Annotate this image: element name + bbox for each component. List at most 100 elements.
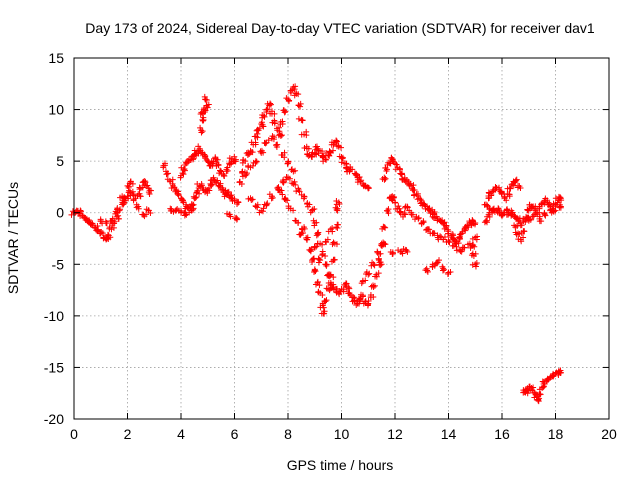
data-point	[190, 206, 197, 213]
data-point	[184, 204, 191, 211]
data-point	[291, 178, 298, 185]
data-point	[194, 181, 201, 188]
data-point	[307, 209, 314, 216]
data-point	[260, 123, 267, 130]
data-point	[434, 232, 441, 239]
data-point	[238, 180, 245, 187]
data-point	[182, 161, 189, 168]
data-point	[555, 368, 562, 375]
data-point	[259, 111, 266, 118]
x-tick-label: 4	[177, 426, 185, 442]
data-point	[441, 266, 448, 273]
data-point	[77, 212, 84, 219]
data-point	[263, 106, 270, 113]
x-axis-label: GPS time / hours	[287, 457, 394, 473]
data-point	[471, 243, 478, 250]
data-point	[357, 178, 364, 185]
data-point	[249, 149, 256, 156]
data-point	[197, 183, 204, 190]
data-point	[530, 213, 537, 220]
data-point	[323, 285, 330, 292]
data-point	[273, 143, 280, 150]
data-point	[326, 148, 333, 155]
data-point	[323, 297, 330, 304]
data-point	[391, 194, 398, 201]
data-point	[347, 164, 354, 171]
data-point	[539, 378, 546, 385]
data-point	[292, 181, 299, 188]
data-point	[353, 172, 360, 179]
data-point	[89, 220, 96, 227]
data-point	[335, 142, 342, 149]
data-point	[377, 250, 384, 257]
data-point	[348, 294, 355, 301]
data-point	[374, 249, 381, 256]
data-point	[557, 204, 564, 211]
data-point	[287, 89, 294, 96]
data-point	[221, 172, 228, 179]
data-point	[250, 159, 257, 166]
data-point	[409, 185, 416, 192]
data-point	[289, 166, 296, 173]
data-point	[288, 166, 295, 173]
data-point	[91, 224, 98, 231]
data-point	[307, 248, 314, 255]
data-point	[279, 191, 286, 198]
data-point	[98, 229, 105, 236]
data-point	[422, 267, 429, 274]
data-point	[199, 128, 206, 135]
data-point	[427, 208, 434, 215]
data-point	[315, 229, 322, 236]
data-point	[498, 189, 505, 196]
data-point	[267, 101, 274, 108]
data-point	[224, 210, 231, 217]
data-point	[182, 211, 189, 217]
data-point	[380, 223, 387, 230]
data-point	[315, 259, 322, 266]
data-point	[315, 289, 322, 296]
data-point	[326, 271, 333, 278]
data-point	[77, 207, 84, 214]
data-point	[360, 182, 367, 189]
data-point	[125, 184, 132, 191]
data-point	[520, 234, 527, 241]
y-tick-label: -15	[44, 359, 64, 375]
data-point	[305, 145, 312, 152]
data-point	[522, 219, 529, 226]
data-point	[197, 111, 204, 118]
data-point	[507, 185, 514, 192]
data-point	[264, 200, 271, 207]
data-point	[315, 255, 322, 262]
data-point	[147, 210, 154, 217]
data-point	[276, 128, 283, 135]
data-point	[286, 175, 293, 182]
data-point	[393, 161, 400, 168]
data-point	[354, 179, 361, 186]
data-point	[332, 204, 339, 211]
data-point	[415, 215, 422, 222]
data-point	[371, 282, 378, 289]
data-point	[557, 194, 564, 201]
data-point	[268, 108, 275, 115]
data-point	[319, 248, 326, 255]
data-point	[381, 240, 388, 247]
data-point	[546, 201, 553, 208]
data-point	[402, 204, 409, 211]
data-point	[226, 155, 233, 162]
data-point	[103, 234, 110, 241]
data-point	[297, 103, 304, 110]
data-point	[319, 241, 326, 248]
data-point	[550, 207, 557, 214]
data-point	[451, 237, 458, 244]
data-point	[365, 301, 372, 308]
data-point	[345, 290, 352, 297]
x-tick-label: 2	[124, 426, 132, 442]
data-point	[97, 216, 104, 223]
data-point	[239, 169, 246, 176]
data-point	[303, 132, 310, 139]
data-point	[467, 244, 474, 251]
data-point	[433, 213, 440, 220]
data-point	[278, 187, 285, 194]
data-point	[513, 176, 520, 183]
